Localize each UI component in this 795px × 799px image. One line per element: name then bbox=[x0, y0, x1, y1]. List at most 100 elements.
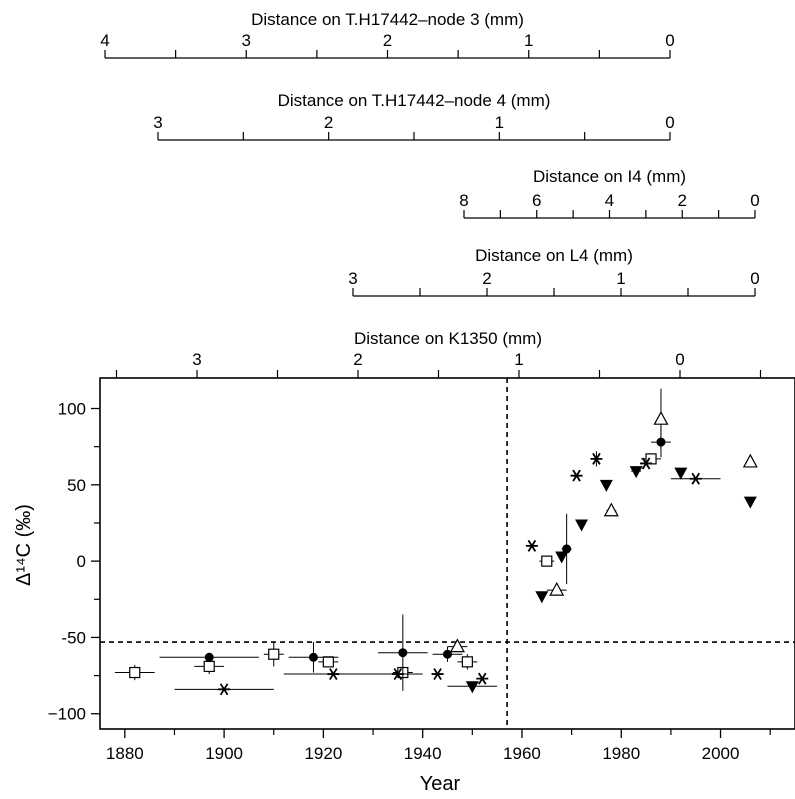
data-point bbox=[561, 513, 572, 585]
scale-title: Distance on K1350 (mm) bbox=[354, 329, 542, 348]
data-point bbox=[378, 614, 428, 691]
data-point bbox=[575, 519, 589, 532]
y-tick-label: -50 bbox=[61, 628, 86, 647]
scale-label: 4 bbox=[100, 31, 109, 50]
x-axis-title: Year bbox=[420, 773, 461, 795]
data-point bbox=[447, 638, 468, 653]
y-tick-label: 0 bbox=[77, 552, 86, 571]
scale-label: 0 bbox=[750, 191, 759, 210]
scale-title: Distance on L4 (mm) bbox=[475, 246, 633, 265]
x-tick-label: 1940 bbox=[404, 744, 442, 763]
data-point bbox=[653, 388, 669, 450]
filled-circle-marker bbox=[398, 648, 408, 658]
scale-label: 0 bbox=[675, 350, 684, 369]
asterisk-marker bbox=[327, 668, 340, 681]
data-point bbox=[431, 668, 444, 681]
data-point bbox=[114, 664, 155, 681]
open-triangle-marker bbox=[603, 502, 619, 517]
scale-label: 0 bbox=[665, 113, 674, 132]
plot-area: 1880 1900 1920 1940 1960 1980 2000 100 50 0 -50 −10… bbox=[48, 377, 795, 763]
filled-circle-marker bbox=[562, 544, 572, 554]
scale-label: 1 bbox=[514, 350, 523, 369]
data-point bbox=[539, 555, 555, 567]
data-point bbox=[640, 457, 653, 470]
x-tick-label: 1900 bbox=[205, 744, 243, 763]
scale-label: 4 bbox=[605, 191, 614, 210]
scale-label: 1 bbox=[616, 269, 625, 288]
data-point bbox=[535, 591, 549, 604]
filled-triangle-marker bbox=[575, 519, 589, 532]
scale-label: 2 bbox=[353, 350, 362, 369]
series-filled-circle bbox=[159, 426, 671, 691]
open-square-marker bbox=[203, 660, 215, 673]
asterisk-marker bbox=[640, 457, 653, 470]
scale-label: 1 bbox=[495, 113, 504, 132]
data-point bbox=[555, 551, 569, 564]
filled-circle-marker bbox=[204, 652, 214, 662]
data-point bbox=[674, 467, 688, 480]
scale-label: 2 bbox=[324, 113, 333, 132]
open-triangle-marker bbox=[549, 581, 565, 596]
filled-triangle-marker bbox=[555, 551, 569, 564]
data-point bbox=[174, 683, 274, 696]
data-point bbox=[283, 668, 383, 681]
x-tick-label: 1880 bbox=[106, 744, 144, 763]
series-asterisk bbox=[174, 451, 721, 696]
scale-title: Distance on T.H17442–node 4 (mm) bbox=[278, 91, 551, 110]
asterisk-marker bbox=[391, 668, 404, 681]
asterisk-marker bbox=[590, 452, 603, 465]
data-point bbox=[629, 466, 643, 479]
scale-title: Distance on T.H17442–node 3 (mm) bbox=[251, 10, 524, 29]
scale-label: 2 bbox=[482, 269, 491, 288]
filled-triangle-marker bbox=[465, 681, 479, 694]
data-point bbox=[525, 539, 538, 552]
open-square-marker bbox=[129, 666, 141, 679]
data-point bbox=[742, 453, 758, 468]
data-point bbox=[457, 654, 478, 670]
filled-triangle-marker bbox=[629, 466, 643, 479]
data-point bbox=[570, 469, 583, 482]
open-square-marker bbox=[322, 656, 334, 668]
filled-triangle-marker bbox=[535, 591, 549, 604]
data-point bbox=[670, 472, 721, 485]
scale-label: 6 bbox=[532, 191, 541, 210]
distance-scales: Distance on T.H17442–node 3 (mm) 4 3 2 1 0 Dis… bbox=[100, 10, 762, 378]
filled-triangle-marker bbox=[743, 496, 757, 509]
data-point bbox=[432, 646, 463, 662]
filled-triangle-marker bbox=[599, 479, 613, 492]
scale-label: 2 bbox=[678, 191, 687, 210]
filled-triangle-marker bbox=[674, 467, 688, 480]
x-tick-label: 1920 bbox=[304, 744, 342, 763]
x-tick-label: 1980 bbox=[602, 744, 640, 763]
y-tick-label: −100 bbox=[48, 705, 86, 724]
asterisk-marker bbox=[431, 668, 444, 681]
data-point bbox=[447, 681, 498, 694]
x-tick-label: 2000 bbox=[702, 744, 740, 763]
scale-label: 3 bbox=[348, 269, 357, 288]
data-point bbox=[318, 656, 339, 668]
series-open-square bbox=[114, 453, 661, 681]
scale-label: 0 bbox=[665, 31, 674, 50]
y-axis-title: Δ¹⁴C (‰) bbox=[13, 504, 35, 586]
open-square-marker bbox=[541, 555, 553, 567]
scale-title: Distance on I4 (mm) bbox=[533, 167, 686, 186]
data-point bbox=[603, 502, 619, 517]
data-point bbox=[546, 581, 567, 596]
open-triangle-marker bbox=[449, 638, 465, 653]
asterisk-marker bbox=[525, 539, 538, 552]
asterisk-marker bbox=[476, 672, 489, 685]
scale-label: 3 bbox=[192, 350, 201, 369]
data-point bbox=[599, 479, 613, 492]
filled-circle-marker bbox=[443, 649, 452, 659]
scale-label: 3 bbox=[242, 31, 251, 50]
open-square-marker bbox=[268, 648, 280, 660]
scale-label: 3 bbox=[153, 113, 162, 132]
y-tick-label: 50 bbox=[67, 476, 86, 495]
data-point bbox=[590, 451, 603, 467]
y-tick-label: 100 bbox=[58, 400, 86, 419]
open-triangle-marker bbox=[653, 410, 669, 425]
asterisk-marker bbox=[570, 469, 583, 482]
scale-label: 0 bbox=[750, 269, 759, 288]
data-point bbox=[159, 652, 259, 662]
